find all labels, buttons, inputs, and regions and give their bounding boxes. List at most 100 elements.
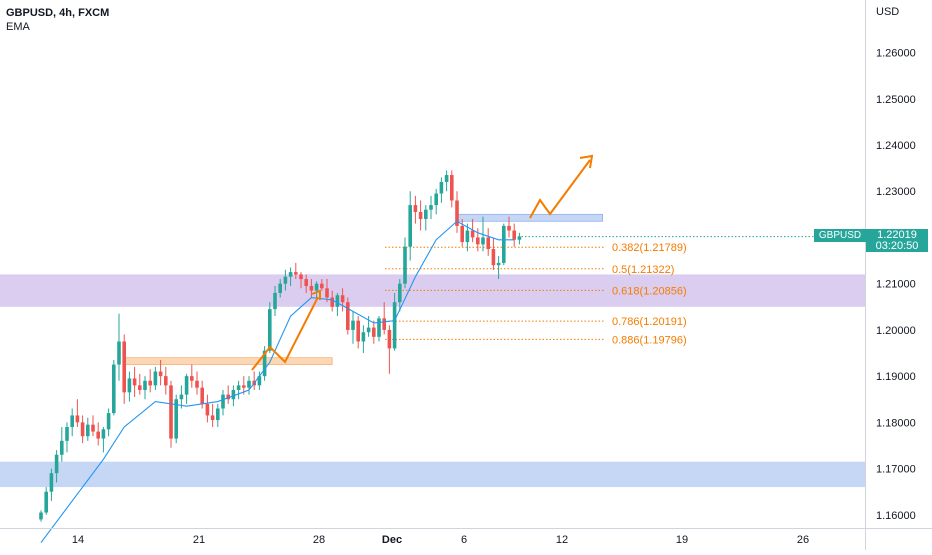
candle-body[interactable]: [39, 512, 43, 520]
candle-body[interactable]: [481, 237, 485, 245]
candle-body[interactable]: [356, 320, 360, 342]
candle-body[interactable]: [320, 283, 324, 289]
candle-body[interactable]: [236, 385, 241, 391]
candle-body[interactable]: [174, 399, 178, 439]
candle-body[interactable]: [366, 327, 371, 333]
candle-body[interactable]: [70, 415, 74, 427]
candle-body[interactable]: [476, 237, 480, 245]
candle-body[interactable]: [75, 415, 80, 423]
candle-body[interactable]: [91, 424, 95, 432]
candle-body[interactable]: [434, 193, 438, 206]
candle-body[interactable]: [486, 237, 490, 250]
candle-body[interactable]: [54, 454, 59, 474]
candle-body[interactable]: [169, 385, 173, 439]
candle-body[interactable]: [205, 403, 210, 416]
candle-body[interactable]: [143, 380, 147, 391]
candle-body[interactable]: [460, 225, 464, 243]
candle-body[interactable]: [200, 387, 204, 404]
candle-body[interactable]: [268, 309, 272, 351]
candle-body[interactable]: [491, 249, 496, 266]
candle-body[interactable]: [304, 279, 308, 286]
candle-body[interactable]: [80, 422, 85, 437]
candle-body[interactable]: [424, 209, 428, 219]
candle-body[interactable]: [512, 230, 516, 240]
candle-body[interactable]: [398, 283, 402, 303]
candle-body[interactable]: [112, 364, 116, 414]
candle-body[interactable]: [132, 378, 137, 386]
candle-body[interactable]: [257, 376, 262, 386]
candle-body[interactable]: [346, 302, 350, 330]
candle-body[interactable]: [283, 276, 288, 284]
candle-body[interactable]: [226, 394, 230, 400]
candle-body[interactable]: [190, 376, 194, 381]
candle-body[interactable]: [231, 390, 236, 400]
candle-body[interactable]: [330, 297, 334, 307]
orange-zone[interactable]: [123, 357, 333, 365]
price-tick-label: 1.23000: [876, 186, 916, 198]
candle-body[interactable]: [413, 205, 418, 213]
candle-body[interactable]: [221, 394, 225, 409]
candle-body[interactable]: [179, 394, 184, 400]
candle-body[interactable]: [49, 473, 54, 492]
candle-body[interactable]: [309, 285, 314, 291]
candle-body[interactable]: [153, 371, 158, 386]
candle-body[interactable]: [242, 385, 246, 388]
candle-body[interactable]: [517, 236, 522, 240]
candle-body[interactable]: [117, 341, 121, 365]
candle-body[interactable]: [418, 212, 423, 219]
candle-body[interactable]: [455, 200, 459, 226]
candle-body[interactable]: [273, 292, 277, 310]
candle-body[interactable]: [148, 380, 152, 386]
candle-body[interactable]: [361, 332, 366, 342]
candle-body[interactable]: [216, 408, 220, 421]
candle-body[interactable]: [392, 302, 397, 349]
candle-body[interactable]: [101, 429, 106, 439]
candle-body[interactable]: [86, 424, 90, 437]
candle-body[interactable]: [444, 175, 449, 182]
candle-body[interactable]: [184, 376, 189, 395]
candle-body[interactable]: [44, 491, 48, 513]
candle-body[interactable]: [195, 380, 199, 388]
candle-body[interactable]: [439, 181, 444, 194]
candle-body[interactable]: [335, 295, 340, 307]
purple-zone[interactable]: [0, 274, 865, 307]
blue-zone-bottom[interactable]: [0, 461, 865, 488]
candle-body[interactable]: [429, 205, 433, 210]
candle-body[interactable]: [403, 246, 407, 284]
candle-body[interactable]: [470, 230, 475, 238]
candle-body[interactable]: [450, 175, 454, 201]
candle-body[interactable]: [340, 295, 345, 303]
candle-body[interactable]: [325, 288, 329, 298]
candle-body[interactable]: [122, 341, 126, 393]
candle-body[interactable]: [96, 431, 100, 439]
candle-body[interactable]: [127, 378, 132, 393]
price-tick-label: 1.17000: [876, 464, 916, 476]
candle-body[interactable]: [158, 371, 163, 377]
candle-body[interactable]: [465, 230, 470, 243]
candle-body[interactable]: [65, 426, 69, 441]
ema-line: [40, 220, 515, 543]
candle-body[interactable]: [60, 440, 64, 455]
candle-body[interactable]: [247, 380, 251, 388]
candle-body[interactable]: [372, 327, 376, 337]
candle-body[interactable]: [387, 329, 392, 349]
candle-body[interactable]: [294, 272, 298, 275]
candle-body[interactable]: [106, 413, 111, 430]
candle-body[interactable]: [288, 272, 293, 277]
candle-body[interactable]: [496, 262, 501, 266]
candle-body[interactable]: [377, 318, 381, 337]
candle-body[interactable]: [262, 350, 267, 377]
candle-body[interactable]: [210, 415, 215, 421]
candle-body[interactable]: [278, 283, 282, 293]
candle-body[interactable]: [502, 225, 506, 263]
candle-body[interactable]: [314, 283, 319, 291]
candle-body[interactable]: [507, 225, 511, 231]
candle-body[interactable]: [351, 320, 355, 330]
candle-body[interactable]: [164, 376, 168, 386]
candle-body[interactable]: [408, 205, 412, 247]
candle-body[interactable]: [299, 274, 303, 280]
candle-body[interactable]: [138, 385, 142, 391]
candle-body[interactable]: [382, 318, 386, 330]
